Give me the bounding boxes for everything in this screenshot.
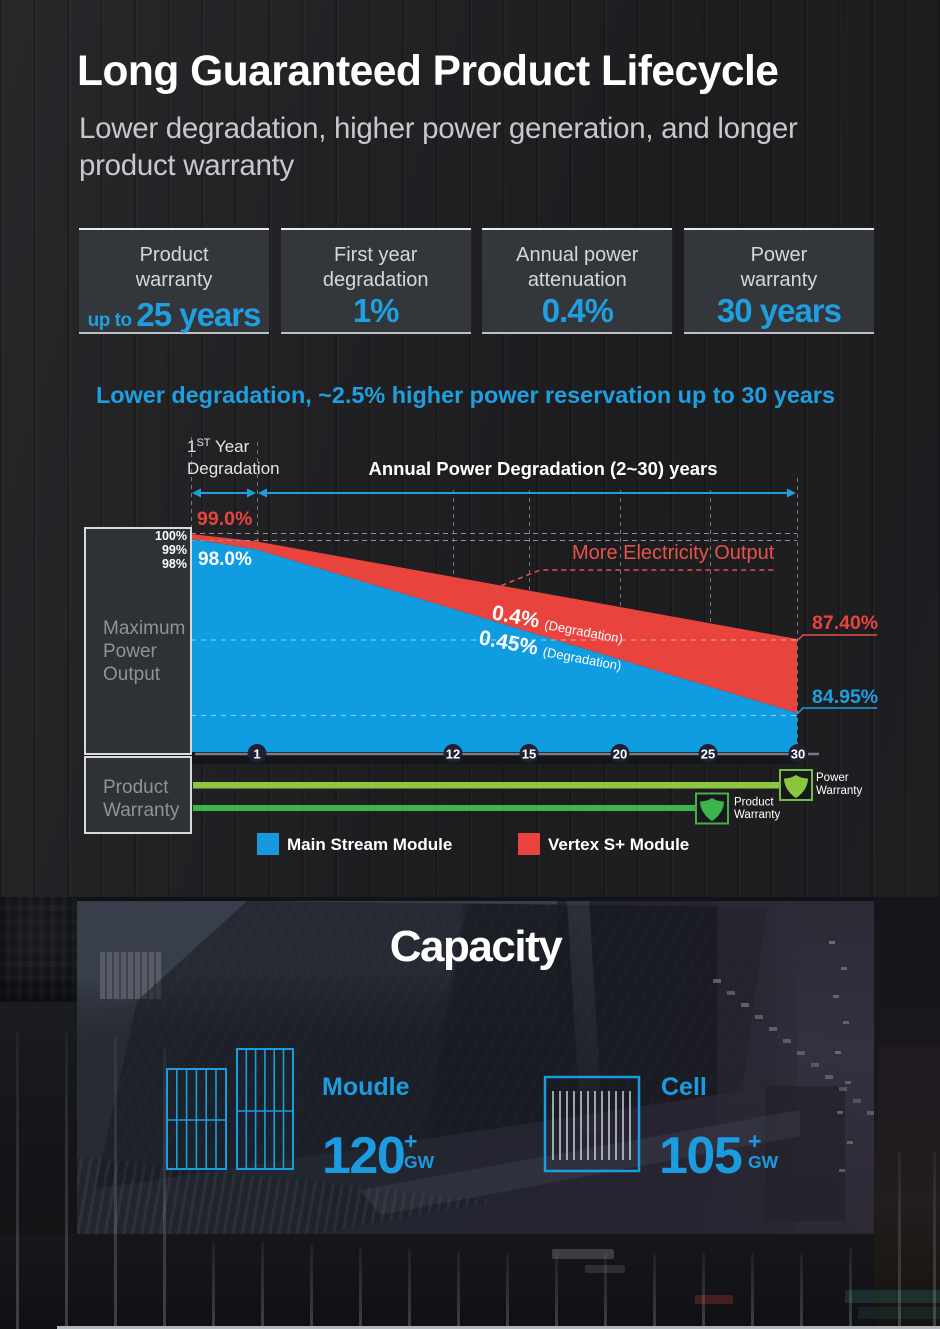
svg-text:98%: 98% xyxy=(162,557,187,571)
svg-text:99%: 99% xyxy=(162,543,187,557)
svg-text:15: 15 xyxy=(522,747,536,762)
svg-text:Vertex S+ Module: Vertex S+ Module xyxy=(548,835,689,854)
svg-text:Product: Product xyxy=(103,777,169,798)
svg-text:Warranty: Warranty xyxy=(816,785,862,797)
svg-text:Product: Product xyxy=(734,797,774,809)
svg-text:Power: Power xyxy=(816,772,849,784)
svg-text:More Electricity Output: More Electricity Output xyxy=(572,542,775,564)
svg-text:98.0%: 98.0% xyxy=(198,549,252,570)
svg-text:Annual Power Degradation (2~30: Annual Power Degradation (2~30) years xyxy=(368,458,717,479)
svg-text:Warranty: Warranty xyxy=(734,809,780,821)
svg-text:20: 20 xyxy=(613,747,627,762)
svg-text:25: 25 xyxy=(701,747,715,762)
svg-text:Power: Power xyxy=(103,641,158,662)
svg-text:Warranty: Warranty xyxy=(103,800,180,821)
svg-text:87.40%: 87.40% xyxy=(812,612,878,634)
svg-text:99.0%: 99.0% xyxy=(197,508,252,530)
svg-text:12: 12 xyxy=(446,747,460,762)
svg-text:Main Stream Module: Main Stream Module xyxy=(287,835,452,854)
svg-text:1ST Year: 1ST Year xyxy=(187,437,250,456)
svg-text:30: 30 xyxy=(791,747,805,762)
svg-text:Degradation: Degradation xyxy=(187,459,280,478)
svg-text:Output: Output xyxy=(103,664,161,685)
svg-text:Maximum: Maximum xyxy=(103,618,185,639)
svg-text:84.95%: 84.95% xyxy=(812,686,878,708)
svg-text:100%: 100% xyxy=(155,529,187,543)
svg-text:1: 1 xyxy=(253,747,260,762)
